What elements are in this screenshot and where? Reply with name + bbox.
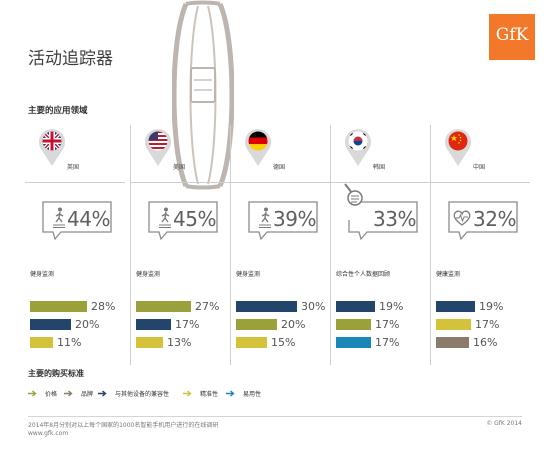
person-walking-icon [53, 207, 65, 228]
legend-label: 价格 [45, 391, 58, 398]
arrow-icon [28, 390, 37, 397]
page-title: 活动追踪器 [28, 49, 113, 69]
bar [236, 301, 297, 312]
section-subtitle: 主要的应用领域 [28, 106, 88, 116]
uk-flag-pin-icon [39, 129, 65, 166]
arrow-icon [183, 390, 192, 397]
bar-value-label: 16% [473, 336, 498, 349]
website-url: www.gfk.com [28, 430, 69, 437]
bar-value-label: 17% [375, 318, 400, 331]
bar [436, 337, 469, 348]
bar-value-label: 20% [281, 318, 306, 331]
bar-value-label: 17% [175, 318, 200, 331]
percentage-value: 44% [67, 207, 110, 231]
gfk-logo: GfK [489, 14, 535, 60]
country-name: 中国 [473, 164, 486, 171]
legend-item: 品牌 [64, 389, 93, 398]
bar-value-label: 28% [91, 300, 116, 313]
fitness-band-illustration [172, 0, 234, 190]
bar-value-label: 19% [479, 300, 504, 313]
percentage-value: 39% [273, 207, 316, 231]
bar-value-label: 19% [379, 300, 404, 313]
legend-label: 品牌 [81, 391, 94, 398]
bar [30, 337, 53, 348]
bar [236, 319, 277, 330]
speech-bubble [42, 201, 112, 240]
bar [236, 337, 267, 348]
bar [136, 319, 171, 330]
country-name: 德国 [273, 164, 286, 171]
legend-item: 易用性 [226, 389, 261, 398]
speech-bubble [248, 201, 318, 240]
bar-value-label: 17% [475, 318, 500, 331]
copyright: © GfK 2014 [486, 420, 522, 427]
bar [136, 337, 163, 348]
person-walking-icon [259, 207, 271, 228]
country-column-korea: 韩国 33% 综合性个人数据回顾 19% 17% 17% [330, 125, 430, 365]
category-label: 健身监测 [136, 271, 161, 278]
legend-label: 易用性 [243, 391, 262, 398]
country-column-germany: 德国 39% 健身监测 30% 20% 15% [230, 125, 330, 365]
bar [30, 301, 87, 312]
speech-bubble [348, 201, 418, 240]
column-divider [131, 182, 230, 183]
speech-bubble [448, 201, 518, 240]
legend-label: 精准性 [200, 391, 219, 398]
column-divider [331, 182, 430, 183]
country-name: 英国 [67, 164, 80, 171]
bar [336, 319, 371, 330]
bar-value-label: 27% [195, 300, 220, 313]
bar-value-label: 30% [301, 300, 326, 313]
bar-value-label: 13% [167, 336, 192, 349]
logo-text: GfK [495, 25, 529, 45]
category-label: 健身监测 [236, 271, 261, 278]
arrow-icon [226, 390, 235, 397]
bar [336, 337, 371, 348]
column-divider [431, 182, 530, 183]
column-divider [25, 182, 125, 183]
bar [436, 301, 475, 312]
country-name: 韩国 [373, 164, 386, 171]
arrow-icon [98, 390, 107, 397]
us-flag-pin-icon [145, 129, 171, 166]
magnifier-icon [344, 183, 363, 206]
bar [436, 319, 471, 330]
footer-divider [28, 416, 522, 417]
bar-value-label: 11% [57, 336, 82, 349]
heart-pulse-icon [453, 210, 471, 226]
germany-flag-pin-icon [245, 129, 271, 166]
country-column-uk: 英国 44% 健身监测 28% 20% 11% [25, 125, 125, 365]
speech-bubble [148, 201, 218, 240]
arrow-icon [64, 390, 73, 397]
column-divider [231, 182, 330, 183]
percentage-value: 45% [173, 207, 216, 231]
legend-label: 与其他设备的兼容性 [115, 391, 170, 398]
bar [336, 301, 375, 312]
criteria-title: 主要的购买标准 [28, 369, 84, 378]
legend-item: 精准性 [183, 389, 218, 398]
china-flag-pin-icon [445, 129, 471, 166]
percentage-value: 32% [473, 207, 516, 231]
korea-flag-pin-icon [345, 129, 371, 166]
person-walking-icon [159, 207, 171, 228]
footnote: 2014年8月分别对以上每个国家的1000名智能手机用户进行的在线调研 [28, 422, 219, 429]
bar [136, 301, 191, 312]
category-label: 健身监测 [30, 271, 55, 278]
bar-value-label: 20% [75, 318, 100, 331]
legend-item: 价格 [28, 389, 57, 398]
legend-item: 与其他设备的兼容性 [98, 389, 169, 398]
country-column-us: 美国 45% 健身监测 27% 17% 13% [130, 125, 230, 365]
country-name: 美国 [173, 164, 186, 171]
country-column-china: 中国 32% 健康监测 19% 17% 16% [430, 125, 530, 365]
category-label: 健康监测 [436, 271, 461, 278]
bar-value-label: 17% [375, 336, 400, 349]
category-label: 综合性个人数据回顾 [336, 271, 391, 278]
bar-value-label: 15% [271, 336, 296, 349]
bar [30, 319, 71, 330]
percentage-value: 33% [373, 207, 416, 231]
